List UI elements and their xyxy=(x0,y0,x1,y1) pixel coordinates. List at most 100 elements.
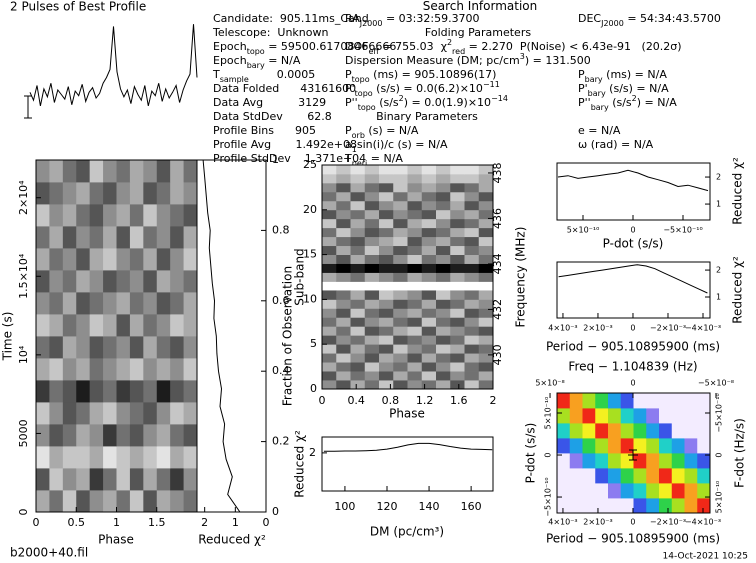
tick-label: 5 xyxy=(310,337,317,350)
heatmap-cell xyxy=(407,209,423,220)
heatmap-cell xyxy=(350,290,366,300)
heatmap-cell xyxy=(322,353,337,363)
heatmap-cell xyxy=(697,408,711,424)
heatmap-cell xyxy=(364,245,380,255)
heatmap-cell xyxy=(407,317,423,327)
heatmap-cell xyxy=(407,218,423,229)
axis-label: Period − 905.10895900 (ms) xyxy=(546,340,720,354)
heatmap-cell xyxy=(364,371,380,381)
info-text: e = N/A xyxy=(578,124,621,137)
heatmap-cell xyxy=(407,236,423,247)
heatmap-cell xyxy=(116,424,131,447)
heatmap-cell xyxy=(407,353,423,363)
heatmap-cell xyxy=(364,290,380,300)
heatmap-cell xyxy=(336,362,351,372)
heatmap-cell xyxy=(322,308,337,318)
heatmap-cell xyxy=(183,468,198,491)
heatmap-cell xyxy=(76,402,91,425)
heatmap-cell xyxy=(336,290,351,300)
heatmap-cell xyxy=(464,272,480,282)
heatmap-cell xyxy=(379,317,394,327)
axis-label: Sub-band xyxy=(293,248,307,305)
heatmap-cell xyxy=(450,218,465,229)
tick-label: 1 xyxy=(716,293,721,302)
heatmap-cell xyxy=(436,165,451,175)
info-segment: red xyxy=(452,47,465,56)
heatmap-cell xyxy=(407,191,423,202)
info-segment: 2 xyxy=(447,38,452,47)
info-segment: 2 xyxy=(399,94,404,103)
tick-label: 0 xyxy=(630,379,635,388)
heatmap-cell xyxy=(379,299,394,309)
heatmap-cell xyxy=(183,336,198,359)
info-segment: Epoch xyxy=(213,54,247,67)
heatmap-cell xyxy=(407,182,423,193)
heatmap-cell xyxy=(379,254,394,264)
tick-label: 432 xyxy=(491,299,504,320)
heatmap-cell xyxy=(183,182,198,205)
heatmap-cell xyxy=(129,314,144,337)
info-segment: Data StdDev 62.8 xyxy=(213,110,332,123)
heatmap-cell xyxy=(620,483,634,499)
tick-label: 1 xyxy=(716,200,721,209)
info-segment: = 59500.61708466666 xyxy=(265,40,397,53)
heatmap-cell xyxy=(620,453,634,469)
heatmap-cell xyxy=(671,468,685,484)
heatmap-cell xyxy=(116,358,131,381)
heatmap-cell xyxy=(659,498,673,514)
heatmap-cell xyxy=(156,226,171,249)
info-text: Telescope: Unknown xyxy=(212,26,328,39)
heatmap-cell xyxy=(379,326,394,336)
heatmap-cell xyxy=(436,218,451,229)
heatmap-cell xyxy=(170,446,184,469)
heatmap-cell xyxy=(36,182,50,205)
heatmap-cell xyxy=(170,314,184,337)
heatmap-cell xyxy=(557,453,571,469)
heatmap-cell xyxy=(697,468,711,484)
heatmap-cell xyxy=(684,453,698,469)
heatmap-cell xyxy=(393,326,408,336)
heatmap-cell xyxy=(89,292,104,315)
heatmap-cell xyxy=(478,326,494,336)
heatmap-cell xyxy=(464,326,480,336)
heatmap-cell xyxy=(393,165,408,175)
axis-label: Phase xyxy=(389,407,425,421)
axis-label: Frequency (MHz) xyxy=(514,227,528,328)
info-segment: −14 xyxy=(491,94,508,103)
panel-frame xyxy=(321,164,494,390)
heatmap-cell xyxy=(450,254,465,264)
info-segment: = 755.03 χ xyxy=(379,40,448,53)
info-segment: = N/A xyxy=(367,152,403,165)
heatmap-cell xyxy=(407,173,423,184)
heatmap-cell xyxy=(156,468,171,491)
heatmap-cell xyxy=(436,326,451,336)
heatmap-cell xyxy=(436,299,451,309)
tick-label: 0 xyxy=(319,394,326,407)
heatmap-cell xyxy=(464,380,480,390)
tick-label: 0 xyxy=(272,505,279,518)
heatmap-cell xyxy=(322,165,337,175)
heatmap-cell xyxy=(450,245,465,255)
info-segment: ) = 131.500 xyxy=(525,54,591,67)
info-segment: bary xyxy=(585,75,603,84)
heatmap-cell xyxy=(350,344,366,354)
heatmap-cell xyxy=(350,218,366,229)
tick-label: 1.5 xyxy=(148,516,166,529)
heatmap-cell xyxy=(582,468,596,484)
info-segment: Profile Avg 1.492e+08 xyxy=(213,138,357,151)
heatmap-cell xyxy=(421,209,437,220)
heatmap-cell xyxy=(156,204,171,227)
heatmap-cell xyxy=(478,317,494,327)
heatmap-cell xyxy=(336,335,351,345)
heatmap-cell xyxy=(421,173,437,184)
heatmap-cell xyxy=(421,380,437,390)
heatmap-cell xyxy=(322,326,337,336)
heatmap-cell xyxy=(36,160,50,183)
info-segment: a xyxy=(345,138,352,151)
heatmap-cell xyxy=(595,468,609,484)
axis-label: Freq − 1.104839 (Hz) xyxy=(568,360,697,374)
heatmap-cell xyxy=(379,227,394,238)
heatmap-cell xyxy=(407,272,423,282)
tick-label: 0 xyxy=(310,382,317,395)
heatmap-cell xyxy=(62,446,77,469)
